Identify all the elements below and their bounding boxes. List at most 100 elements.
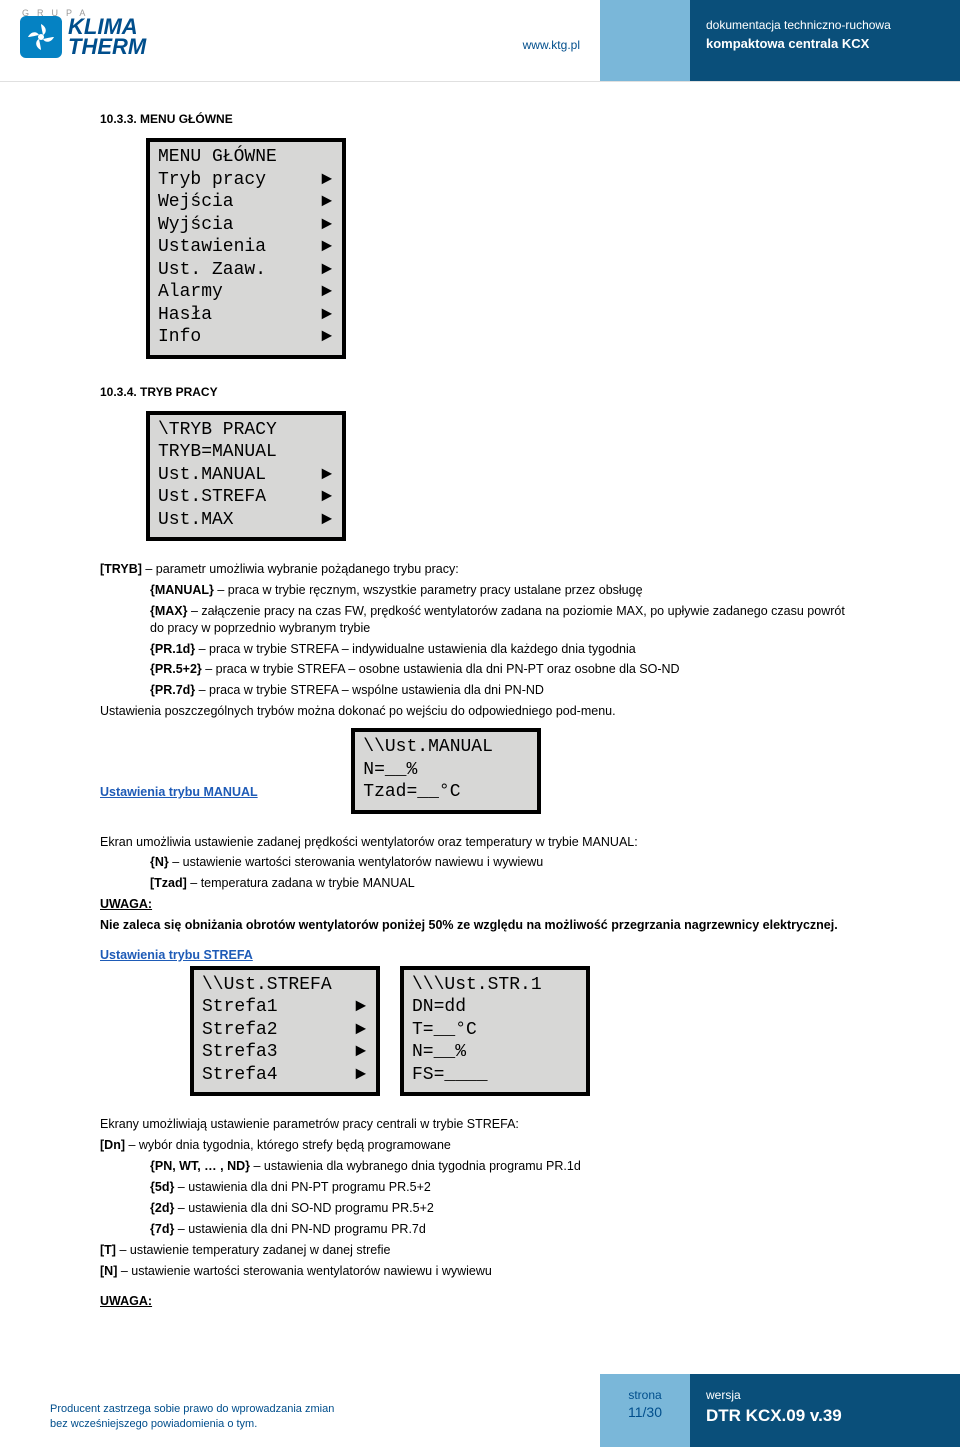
header-url: www.ktg.pl	[280, 0, 600, 52]
desc-text: – temperatura zadana w trybie MANUAL	[187, 876, 415, 890]
arrow-icon: ►	[311, 236, 332, 259]
lcd-line: TRYB=MANUAL	[158, 441, 332, 464]
lcd-item: Strefa3	[202, 1041, 278, 1064]
lcd-line: DN=dd	[412, 996, 576, 1019]
lcd-title: MENU GŁÓWNE	[158, 146, 332, 169]
arrow-icon: ►	[311, 464, 332, 487]
arrow-icon: ►	[345, 996, 366, 1019]
kw-max: {MAX}	[150, 604, 188, 618]
uwaga-label-2: UWAGA:	[100, 1293, 860, 1310]
manual-n: {N} – ustawienie wartości sterowania wen…	[100, 854, 860, 871]
lcd-line: \\Ust.STREFA	[202, 974, 366, 997]
manual-tzad: [Tzad] – temperatura zadana w trybie MAN…	[100, 875, 860, 892]
lcd-item: Ust.MANUAL	[158, 464, 266, 487]
kw-5d: {5d}	[150, 1180, 174, 1194]
doc-title-2: kompaktowa centrala KCX	[706, 36, 944, 51]
arrow-icon: ►	[311, 214, 332, 237]
link-ust-strefa[interactable]: Ustawienia trybu STREFA	[100, 948, 253, 962]
desc-text: – ustawienia dla dni PN-PT programu PR.5…	[174, 1180, 431, 1194]
arrow-icon: ►	[311, 326, 332, 349]
kw-tryb: [TRYB]	[100, 562, 142, 576]
lcd-line: FS=____	[412, 1064, 576, 1087]
kw-2d: {2d}	[150, 1201, 174, 1215]
strefa-dn: [Dn] – wybór dnia tygodnia, którego stre…	[100, 1137, 860, 1154]
desc-pr52: {PR.5+2} – praca w trybie STREFA – osobn…	[100, 661, 860, 678]
doc-footer: Producent zastrzega sobie prawo do wprow…	[0, 1374, 960, 1447]
lcd-item: Ustawienia	[158, 236, 266, 259]
desc-text: – praca w trybie STREFA – indywidualne u…	[195, 642, 636, 656]
arrow-icon: ►	[345, 1064, 366, 1087]
arrow-icon: ►	[311, 486, 332, 509]
lcd-ust-str1: \\\Ust.STR.1 DN=dd T=__°C N=__% FS=____	[400, 966, 590, 1097]
arrow-icon: ►	[311, 259, 332, 282]
arrow-icon: ►	[311, 509, 332, 532]
doc-title-1: dokumentacja techniczno-ruchowa	[706, 18, 944, 32]
desc-manual: {MANUAL} – praca w trybie ręcznym, wszys…	[100, 582, 860, 599]
lcd-line: N=__%	[412, 1041, 576, 1064]
desc-text: – praca w trybie STREFA – osobne ustawie…	[202, 662, 680, 676]
content: 10.3.3. MENU GŁÓWNE MENU GŁÓWNE Tryb pra…	[0, 82, 960, 1334]
sec-1033-title: 10.3.3. MENU GŁÓWNE	[100, 112, 860, 126]
strefa-p1: Ekrany umożliwiają ustawienie parametrów…	[100, 1116, 860, 1133]
lcd-line: N=__%	[363, 759, 527, 782]
desc-pr1d: {PR.1d} – praca w trybie STREFA – indywi…	[100, 641, 860, 658]
desc-text: – ustawienie wartości sterowania wentyla…	[169, 855, 543, 869]
lcd-item: Strefa2	[202, 1019, 278, 1042]
kw-manual: {MANUAL}	[150, 583, 214, 597]
kw-n: {N}	[150, 855, 169, 869]
footer-strona-label: strona	[600, 1388, 690, 1402]
lcd-item: Info	[158, 326, 201, 349]
desc-text: – wybór dnia tygodnia, którego strefy bę…	[125, 1138, 451, 1152]
lcd-item: Strefa1	[202, 996, 278, 1019]
footer-line1: Producent zastrzega sobie prawo do wprow…	[50, 1402, 500, 1416]
arrow-icon: ►	[311, 191, 332, 214]
strefa-2d: {2d} – ustawienia dla dni SO-ND programu…	[100, 1200, 860, 1217]
lcd-item: Ust. Zaaw.	[158, 259, 266, 282]
header-dark-bar: dokumentacja techniczno-ruchowa kompakto…	[690, 0, 960, 81]
desc-footer: Ustawienia poszczególnych trybów można d…	[100, 703, 860, 720]
lcd-title: \TRYB PRACY	[158, 419, 332, 442]
desc-text: – ustawienia dla dni SO-ND programu PR.5…	[174, 1201, 434, 1215]
footer-line2: bez wcześniejszego powiadomienia o tym.	[50, 1417, 500, 1431]
arrow-icon: ►	[311, 281, 332, 304]
logo-text: KLIMA THERM	[68, 17, 146, 57]
desc-text: – ustawienie temperatury zadanej w danej…	[116, 1243, 390, 1257]
strefa-7d: {7d} – ustawienia dla dni PN-ND programu…	[100, 1221, 860, 1238]
kw-tzad: [Tzad]	[150, 876, 187, 890]
manual-p1: Ekran umożliwia ustawienie zadanej prędk…	[100, 834, 860, 851]
desc-text: – załączenie pracy na czas FW, prędkość …	[150, 604, 845, 635]
lcd-item: Wejścia	[158, 191, 234, 214]
kw-t: [T]	[100, 1243, 116, 1257]
arrow-icon: ►	[345, 1019, 366, 1042]
link-ust-manual[interactable]: Ustawienia trybu MANUAL	[100, 785, 258, 799]
kw-pr1d: {PR.1d}	[150, 642, 195, 656]
desc-text: – ustawienie wartości sterowania wentyla…	[117, 1264, 491, 1278]
uwaga-label: UWAGA:	[100, 896, 860, 913]
lcd-item: Hasła	[158, 304, 212, 327]
strefa-5d: {5d} – ustawienia dla dni PN-PT programu…	[100, 1179, 860, 1196]
logo-area: GRUPA KLIMA THERM	[0, 0, 280, 66]
logo-bottom: THERM	[68, 37, 146, 57]
footer-page: 11/30	[600, 1404, 690, 1420]
lcd-ust-strefa: \\Ust.STREFA Strefa1► Strefa2► Strefa3► …	[190, 966, 380, 1097]
kw-pr7d: {PR.7d}	[150, 683, 195, 697]
fan-icon	[20, 16, 62, 58]
lcd-item: Wyjścia	[158, 214, 234, 237]
arrow-icon: ►	[311, 169, 332, 192]
desc-tryb: [TRYB] – parametr umożliwia wybranie poż…	[100, 561, 860, 578]
strefa-n: [N] – ustawienie wartości sterowania wen…	[100, 1263, 860, 1280]
footer-right: wersja DTR KCX.09 v.39	[690, 1374, 960, 1447]
footer-mid: strona 11/30	[600, 1374, 690, 1447]
desc-max: {MAX} – załączenie pracy na czas FW, prę…	[100, 603, 860, 637]
header-blue-bar	[600, 0, 690, 81]
kw-7d: {7d}	[150, 1222, 174, 1236]
kw-pr52: {PR.5+2}	[150, 662, 202, 676]
desc-text: – praca w trybie STREFA – wspólne ustawi…	[195, 683, 544, 697]
footer-wersja-label: wersja	[706, 1388, 944, 1402]
lcd-item: Alarmy	[158, 281, 223, 304]
lcd-item: Tryb pracy	[158, 169, 266, 192]
desc-text: – praca w trybie ręcznym, wszystkie para…	[214, 583, 643, 597]
lcd-line: \\\Ust.STR.1	[412, 974, 576, 997]
sec-1034-title: 10.3.4. TRYB PRACY	[100, 385, 860, 399]
lcd-line: Tzad=__°C	[363, 781, 527, 804]
